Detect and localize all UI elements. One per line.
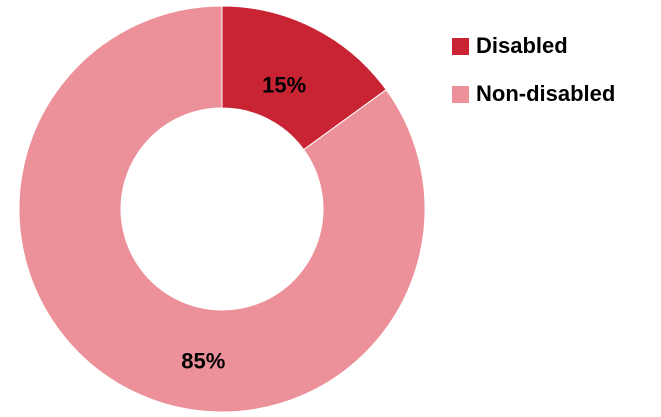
donut-slices bbox=[18, 5, 426, 413]
donut-slice-disabled bbox=[221, 5, 387, 151]
legend-swatch bbox=[452, 38, 469, 55]
legend-label: Non-disabled bbox=[476, 81, 615, 106]
legend-label: Disabled bbox=[476, 33, 568, 58]
slice-value-label: 15% bbox=[262, 73, 306, 98]
slice-value-label: 85% bbox=[181, 349, 225, 374]
donut-slice-non-disabled bbox=[18, 5, 426, 413]
legend: Disabled Non-disabled bbox=[452, 33, 615, 106]
slice-labels: 15% 85% bbox=[181, 73, 306, 374]
legend-swatch bbox=[452, 86, 469, 103]
